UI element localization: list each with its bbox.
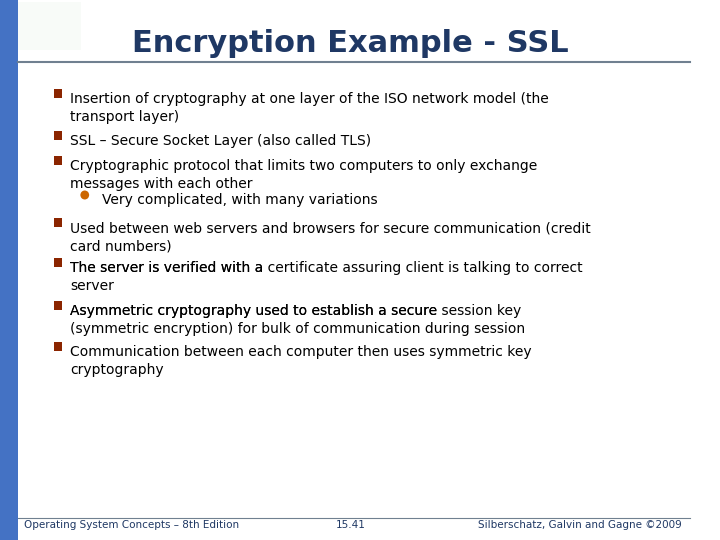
Text: Communication between each computer then uses symmetric key
cryptography: Communication between each computer then… [70, 345, 532, 377]
Text: Asymmetric cryptography used to establish a secure: Asymmetric cryptography used to establis… [70, 304, 441, 318]
Text: Very complicated, with many variations: Very complicated, with many variations [102, 193, 378, 207]
Text: Encryption Example - SSL: Encryption Example - SSL [132, 29, 569, 57]
Text: SSL – Secure Socket Layer (also called TLS): SSL – Secure Socket Layer (also called T… [70, 134, 372, 148]
Text: The server is verified with a certificate assuring client is talking to correct
: The server is verified with a certificat… [70, 261, 582, 293]
FancyBboxPatch shape [0, 0, 17, 540]
Text: Insertion of cryptography at one layer of the ISO network model (the
transport l: Insertion of cryptography at one layer o… [70, 92, 549, 124]
Text: Used between web servers and browsers for secure communication (credit
card numb: Used between web servers and browsers fo… [70, 221, 591, 253]
Text: Operating System Concepts – 8th Edition: Operating System Concepts – 8th Edition [24, 520, 240, 530]
Text: 15.41: 15.41 [336, 520, 366, 530]
Bar [53, 131, 63, 140]
Text: The server is verified with a: The server is verified with a [70, 261, 268, 275]
Bar [53, 342, 63, 351]
Bar [53, 89, 63, 98]
Text: Asymmetric cryptography used to establish a secure session key
(symmetric encryp: Asymmetric cryptography used to establis… [70, 304, 526, 336]
Circle shape [81, 191, 89, 199]
Text: Cryptographic protocol that limits two computers to only exchange
messages with : Cryptographic protocol that limits two c… [70, 159, 537, 191]
Text: Silberschatz, Galvin and Gagne ©2009: Silberschatz, Galvin and Gagne ©2009 [478, 520, 682, 530]
FancyBboxPatch shape [17, 2, 81, 50]
Bar [53, 258, 63, 267]
Bar [53, 156, 63, 165]
Bar [53, 218, 63, 227]
Bar [53, 301, 63, 310]
